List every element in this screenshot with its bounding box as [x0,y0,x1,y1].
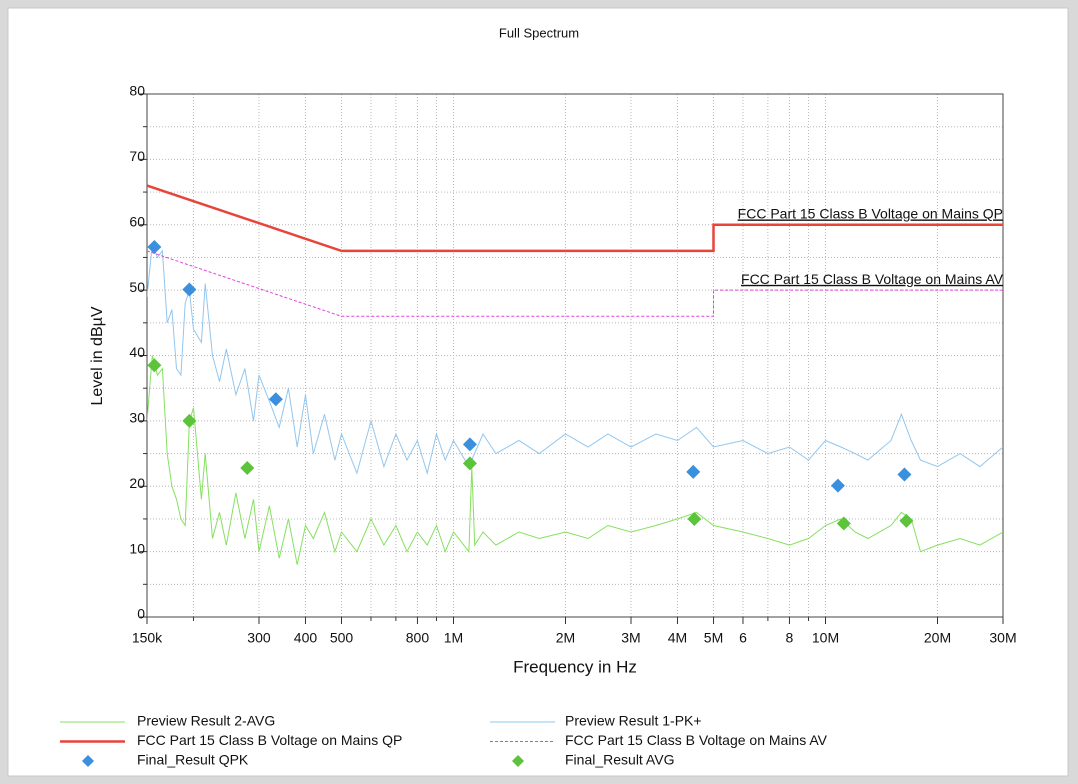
y-tick-label: 20 [129,475,145,491]
data-point [462,456,477,471]
data-point [687,511,702,526]
panel [7,7,1069,777]
data-point [830,478,845,493]
data-point [836,516,851,531]
legend-label: Preview Result 2-AVG [137,713,275,729]
series-line [147,184,1003,253]
data-point [686,464,701,479]
legend-label: Final_Result AVG [565,752,674,768]
data-point [897,467,912,482]
legend-label: FCC Part 15 Class B Voltage on Mains QP [137,732,402,748]
y-tick-label: 40 [129,344,145,360]
y-tick-label: 60 [129,213,145,229]
y-tick-label: 80 [129,83,145,99]
legend-marker [82,755,94,767]
data-point [147,239,162,254]
y-axis-label: Level in dBµV [89,306,106,405]
x-tick-label: 8 [786,630,794,646]
legend-label: Final_Result QPK [137,752,249,768]
series-line [147,355,1003,565]
y-tick-label: 0 [137,606,145,622]
chart-title: Full Spectrum [499,25,579,40]
x-axis-label: Frequency in Hz [513,657,637,676]
data-point [899,513,914,528]
series-line [147,250,1003,317]
x-tick-label: 5M [704,630,723,646]
x-tick-label: 10M [812,630,839,646]
y-tick-label: 10 [129,540,145,556]
x-tick-label: 30M [989,630,1016,646]
legend-label: FCC Part 15 Class B Voltage on Mains AV [565,732,828,748]
x-tick-label: 150k [132,630,163,646]
limit-label: FCC Part 15 Class B Voltage on Mains QP [738,205,1003,221]
data-point [268,392,283,407]
x-tick-label: 2M [556,630,575,646]
x-tick-label: 4M [668,630,687,646]
legend-label: Preview Result 1-PK+ [565,713,702,729]
x-tick-label: 3M [621,630,640,646]
x-tick-label: 300 [247,630,271,646]
series-line [147,244,1003,476]
x-tick-label: 6 [739,630,747,646]
data-point [240,460,255,475]
data-point [147,358,162,373]
y-tick-label: 70 [129,148,145,164]
x-tick-label: 400 [294,630,318,646]
y-tick-label: 50 [129,279,145,295]
x-tick-label: 20M [924,630,951,646]
plot-frame [146,93,1004,618]
data-point [182,413,197,428]
x-tick-label: 1M [444,630,463,646]
limit-label: FCC Part 15 Class B Voltage on Mains AV [741,271,1004,287]
y-tick-label: 30 [129,410,145,426]
legend-marker [512,755,524,767]
x-tick-label: 800 [406,630,430,646]
data-point [182,282,197,297]
x-tick-label: 500 [330,630,354,646]
data-point [462,437,477,452]
